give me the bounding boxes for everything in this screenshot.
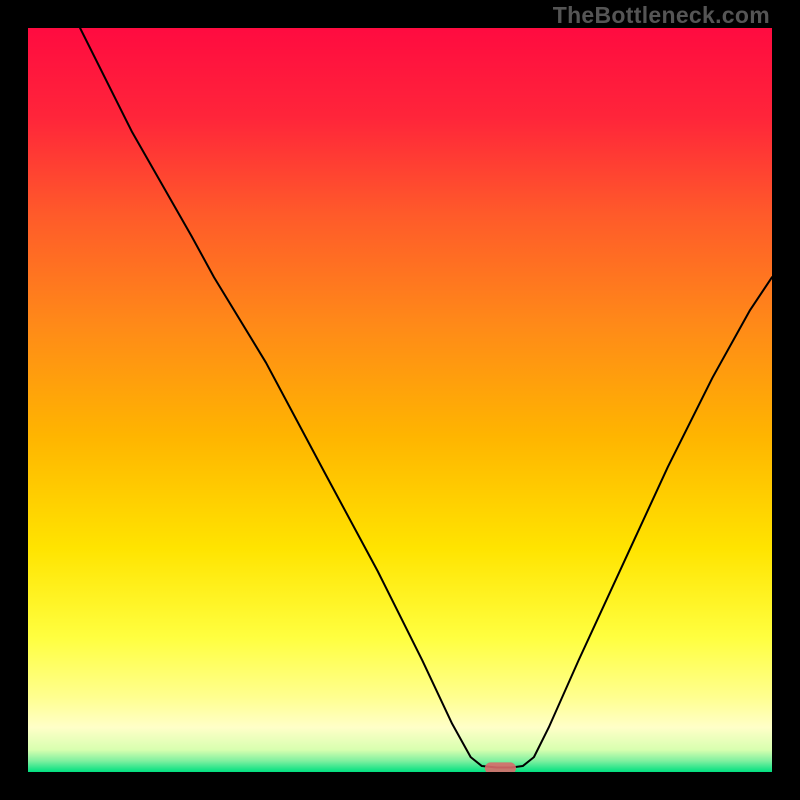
optimum-marker	[485, 762, 516, 772]
watermark-text: TheBottleneck.com	[553, 2, 770, 29]
chart-area	[28, 28, 772, 772]
bottleneck-chart	[28, 28, 772, 772]
gradient-fill-rect	[28, 28, 772, 772]
